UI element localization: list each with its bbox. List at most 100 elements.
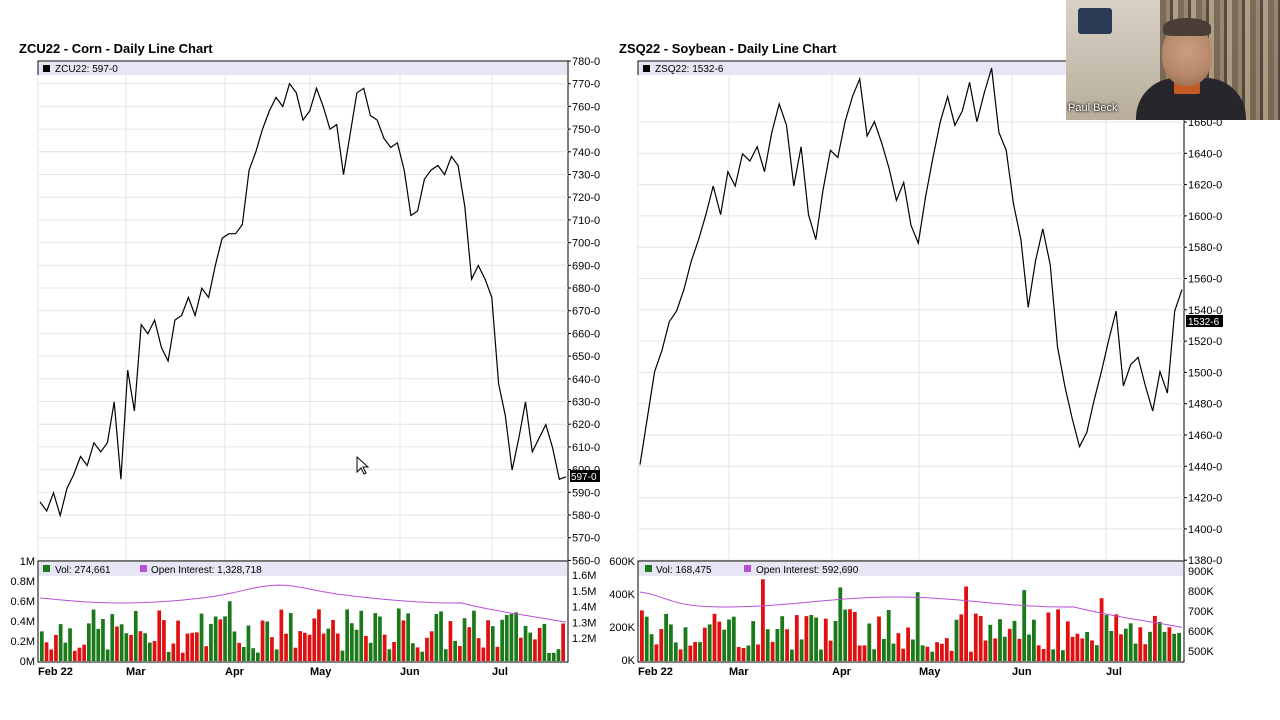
volume-bar [1032, 619, 1036, 661]
volume-bar [509, 613, 514, 661]
volume-bar [443, 649, 448, 661]
volume-bar [185, 633, 190, 661]
price-tick-label: 710-0 [572, 215, 600, 227]
volume-bar [872, 649, 877, 661]
volume-bar [770, 641, 775, 661]
volume-tick-label: 0M [20, 656, 35, 668]
volume-bar [96, 628, 101, 661]
oi-tick-label: 1.6M [572, 570, 596, 582]
volume-bar [133, 611, 138, 661]
price-tick-label: 580-0 [572, 510, 600, 522]
volume-bar [227, 601, 232, 661]
month-label: May [310, 666, 332, 678]
price-tick-label: 630-0 [572, 397, 600, 409]
volume-bar [964, 586, 968, 661]
presenter-name: Paul Beck [1068, 102, 1118, 114]
volume-tick-label: 0K [622, 655, 636, 667]
mouse-cursor-icon [356, 455, 370, 475]
volume-bar [804, 616, 809, 661]
corn-chart[interactable]: ZCU22: 597-0 780-0 770-0 760-0 750-0 740-0 73… [11, 56, 601, 678]
volume-bar [288, 613, 293, 661]
corn-open-interest-line [39, 584, 567, 623]
volume-bar [340, 650, 345, 661]
volume-bar [411, 643, 415, 661]
volume-bar [472, 610, 476, 661]
soybean-oi-swatch [744, 565, 751, 572]
corn-chart-title: ZCU22 - Corn - Daily Line Chart [19, 41, 213, 56]
volume-bar [838, 587, 843, 661]
corn-gridlines [37, 75, 568, 561]
volume-bar [877, 616, 881, 661]
volume-bar [765, 629, 770, 661]
soybean-chart-title: ZSQ22 - Soybean - Daily Line Chart [619, 41, 837, 56]
volume-bar [373, 613, 378, 661]
month-label: Jun [400, 666, 420, 678]
volume-tick-label: 0.4M [11, 616, 35, 628]
corn-last-price-marker [570, 470, 600, 482]
volume-bar [312, 618, 317, 661]
soybean-chart[interactable]: ZSQ22: 1532-6 1660-0 1640-0 1620-0 1600-0 15… [609, 60, 1223, 678]
volume-bar [857, 645, 862, 661]
volume-bar [176, 620, 180, 661]
corn-legend-swatch [43, 65, 50, 72]
volume-bar [1177, 633, 1181, 661]
volume-bar [761, 579, 765, 661]
volume-bar [105, 649, 110, 661]
volume-bar [741, 648, 746, 661]
volume-bar [828, 640, 833, 661]
price-tick-label: 690-0 [572, 260, 600, 272]
volume-bar [49, 649, 54, 661]
volume-bar [551, 652, 556, 661]
volume-bar [237, 642, 241, 661]
volume-tick-label: 0.8M [11, 576, 35, 588]
price-tick-label: 1640-0 [1188, 148, 1222, 160]
corn-price-line [39, 82, 567, 518]
volume-bar [101, 619, 105, 661]
volume-bar [925, 646, 930, 661]
volume-bar [1143, 644, 1148, 661]
oi-tick-label: 1.4M [572, 602, 596, 614]
soybean-price-pane[interactable] [637, 60, 1185, 562]
volume-bar [246, 625, 251, 661]
volume-bar [350, 623, 354, 661]
volume-bar [537, 627, 542, 661]
volume-bar [218, 619, 223, 661]
volume-bar [547, 653, 551, 661]
volume-bar [213, 616, 218, 661]
volume-bar [1070, 636, 1075, 661]
volume-bar [940, 643, 944, 661]
volume-bar [1090, 640, 1094, 661]
price-tick-label: 770-0 [572, 79, 600, 91]
volume-bar [814, 617, 818, 661]
volume-bar [1114, 614, 1119, 661]
volume-bar [274, 649, 279, 661]
volume-bar [1012, 620, 1017, 661]
volume-bar [119, 624, 124, 661]
webcam-video[interactable]: Paul Beck [1066, 0, 1280, 120]
volume-bar [1133, 643, 1138, 661]
price-tick-label: 1620-0 [1188, 180, 1222, 192]
volume-bar [270, 637, 274, 661]
price-tick-label: 750-0 [572, 124, 600, 136]
volume-bar [180, 652, 185, 661]
volume-bar [809, 615, 814, 661]
price-tick-label: 1460-0 [1188, 430, 1222, 442]
oi-tick-label: 1.2M [572, 633, 596, 645]
corn-volume-axis: 1M 0.8M 0.6M 0.4M 0.2M 0M [11, 556, 35, 668]
volume-bar [467, 627, 472, 661]
volume-bar [138, 631, 143, 661]
volume-bar [490, 626, 495, 661]
soybean-vol-label: Vol: 168,475 [656, 565, 712, 576]
volume-bar [293, 647, 298, 661]
corn-date-axis: Feb 22 Mar Apr May Jun Jul [38, 666, 508, 678]
volume-bar [654, 644, 659, 661]
price-tick-label: 1540-0 [1188, 305, 1222, 317]
volume-bar [1167, 627, 1172, 661]
volume-bar [640, 610, 644, 661]
corn-vol-label: Vol: 274,661 [55, 565, 111, 576]
soybean-volume-bars [640, 579, 1181, 661]
volume-bar [915, 592, 920, 661]
volume-tick-label: 400K [609, 589, 635, 601]
volume-bar [54, 634, 58, 661]
